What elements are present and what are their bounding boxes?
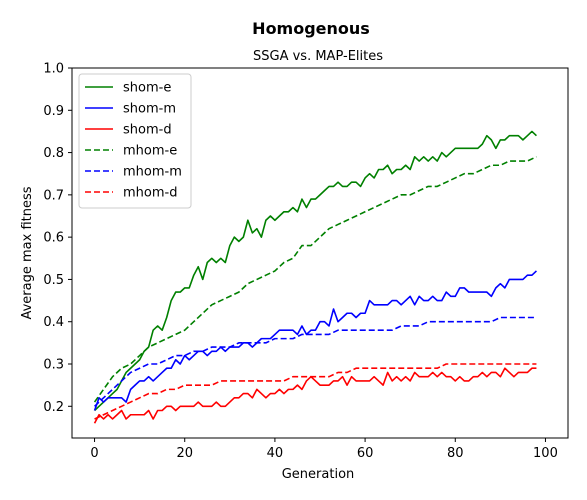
y-tick-label: 0.7 xyxy=(43,188,64,203)
x-tick-label: 80 xyxy=(447,446,464,461)
x-tick-label: 20 xyxy=(176,446,193,461)
legend-label-shom-e: shom-e xyxy=(123,81,171,96)
series-line-mhom-d xyxy=(94,363,537,420)
legend-label-shom-d: shom-d xyxy=(123,123,172,138)
y-tick-label: 1.0 xyxy=(43,62,64,77)
legend: shom-e shom-m shom-d mhom-e mhom-m mhom-d xyxy=(78,73,192,209)
series-line-shom-m xyxy=(93,270,537,411)
series-line-mhom-e xyxy=(93,156,537,403)
chart-title: Homogenous xyxy=(252,19,370,38)
y-tick-label: 0.5 xyxy=(43,273,64,288)
y-axis-label: Average max fitness xyxy=(20,186,35,319)
y-tick-label: 0.8 xyxy=(43,146,64,161)
legend-label-mhom-m: mhom-m xyxy=(123,165,182,180)
y-tick-label: 0.6 xyxy=(43,231,64,246)
x-tick-label: 100 xyxy=(533,446,558,461)
series-line-shom-d xyxy=(93,367,537,424)
plot-area: 0 20 40 60 80 100 0.2 0.3 0.4 0.5 0.6 0.7 0.8 0.9 1.0 xyxy=(43,62,569,461)
y-tick-label: 0.9 xyxy=(43,104,64,119)
y-tick-label: 0.3 xyxy=(43,358,64,373)
y-tick-label: 0.4 xyxy=(43,315,64,330)
series-line-mhom-m xyxy=(94,316,537,407)
series-line-shom-e xyxy=(94,130,537,412)
x-tick-label: 0 xyxy=(90,446,98,461)
x-tick-label: 60 xyxy=(357,446,374,461)
plot-frame xyxy=(71,67,569,439)
x-tick-label: 40 xyxy=(267,446,284,461)
x-axis-label: Generation xyxy=(282,467,355,482)
legend-label-mhom-e: mhom-e xyxy=(123,144,177,159)
legend-label-mhom-d: mhom-d xyxy=(123,186,177,201)
legend-label-shom-m: shom-m xyxy=(123,102,176,117)
y-tick-label: 0.2 xyxy=(43,400,64,415)
chart-subtitle: SSGA vs. MAP-Elites xyxy=(253,49,383,64)
